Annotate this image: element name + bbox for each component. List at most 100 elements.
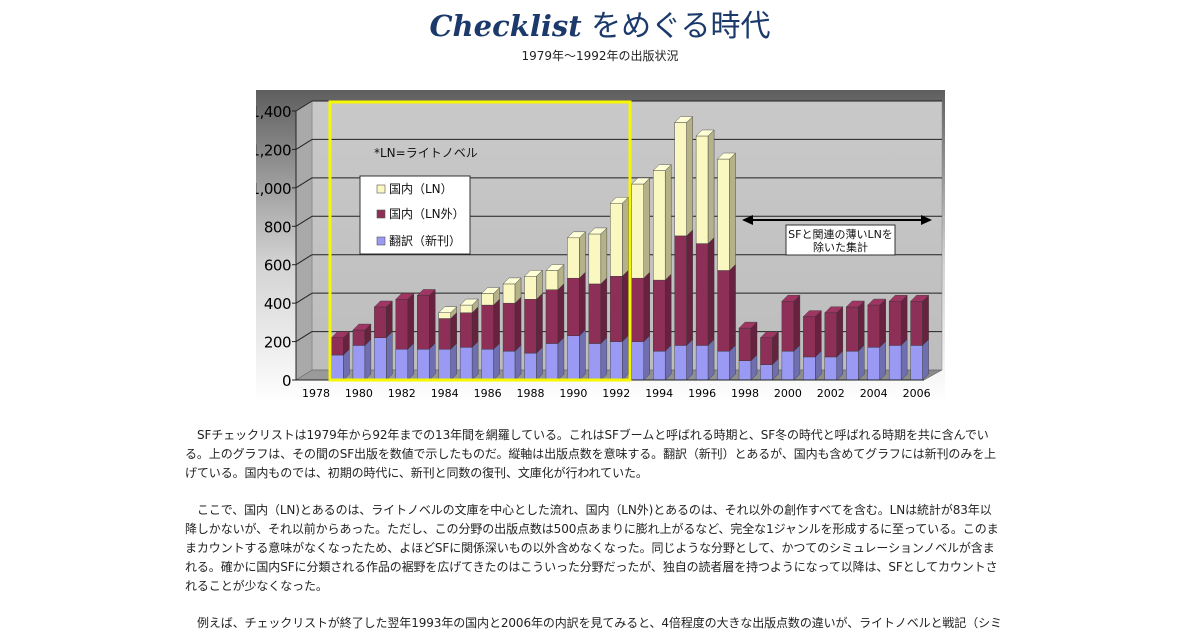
x-tick-label: 1982 bbox=[388, 387, 416, 400]
bar-segment bbox=[588, 227, 608, 285]
bar-segment bbox=[631, 271, 650, 343]
bar-front bbox=[610, 203, 623, 277]
bar-segment bbox=[417, 342, 436, 381]
bar-segment bbox=[695, 237, 715, 346]
bar-front bbox=[502, 302, 516, 352]
bar-front bbox=[653, 279, 666, 352]
bar-segment bbox=[588, 337, 608, 381]
paragraph-3: 例えば、チェックリストが終了した翌年1993年の国内と2006年の内訳を見てみる… bbox=[185, 614, 1073, 633]
legend-label-ln: 国内（LN） bbox=[389, 182, 453, 196]
bar-side bbox=[557, 283, 565, 344]
range-arrow-right-head bbox=[921, 215, 932, 225]
bar-side bbox=[429, 288, 436, 350]
paragraph-line: SFチェックリストは1979年から92年までの13年間を網羅している。これはSF… bbox=[197, 428, 989, 442]
bar-front bbox=[417, 295, 430, 350]
x-tick-label: 2006 bbox=[903, 387, 931, 400]
bar-side bbox=[707, 237, 715, 346]
bar-segment bbox=[374, 300, 393, 339]
bar-top bbox=[867, 298, 887, 306]
bar-front bbox=[374, 337, 387, 381]
bar-side bbox=[600, 277, 608, 344]
plot-side-wall bbox=[295, 100, 313, 381]
gridline-side bbox=[295, 292, 313, 304]
bar-segment bbox=[481, 342, 500, 381]
bar-segment bbox=[567, 329, 586, 381]
bar-segment bbox=[674, 116, 693, 237]
bar-front bbox=[524, 352, 537, 381]
bar-front bbox=[674, 345, 687, 381]
bar-front bbox=[631, 341, 644, 381]
bar-side bbox=[471, 306, 479, 348]
legend-label-ln-outside: 国内（LN外） bbox=[389, 207, 465, 221]
bar-front bbox=[438, 349, 451, 381]
x-tick-label: 1990 bbox=[559, 387, 587, 400]
bar-segment bbox=[502, 296, 522, 352]
legend-swatch-ln bbox=[376, 184, 386, 194]
bar-side bbox=[622, 196, 629, 277]
bar-side bbox=[879, 298, 886, 348]
bar-front bbox=[481, 349, 494, 381]
bar-top bbox=[416, 289, 436, 296]
bar-front bbox=[674, 122, 687, 237]
bar-front bbox=[567, 277, 580, 337]
bar-top bbox=[459, 298, 479, 306]
bar-side bbox=[686, 229, 693, 346]
bar-top bbox=[631, 177, 651, 185]
bar-front bbox=[374, 306, 387, 338]
bar-front bbox=[888, 301, 902, 346]
bar-top bbox=[652, 164, 672, 171]
bar-segment bbox=[395, 292, 415, 350]
bar-segment bbox=[738, 354, 758, 381]
bar-segment bbox=[781, 344, 801, 381]
bar-front bbox=[524, 299, 537, 354]
gridline-side bbox=[295, 215, 313, 227]
y-tick-label: 800 bbox=[264, 218, 291, 236]
bar-segment bbox=[717, 344, 736, 381]
bar-side bbox=[429, 342, 436, 381]
bar-front bbox=[695, 135, 709, 244]
y-tick-label: 600 bbox=[264, 257, 291, 275]
bar-front bbox=[481, 293, 494, 306]
range-label: SFと関連の薄いLNを 除いた集計 bbox=[785, 224, 896, 256]
bar-side bbox=[836, 306, 843, 358]
bar-front bbox=[717, 270, 730, 352]
bar-side bbox=[707, 338, 715, 381]
page-title-latin: Checklist bbox=[429, 9, 582, 43]
bar-front bbox=[438, 312, 451, 319]
x-tick-label: 1998 bbox=[731, 387, 759, 400]
bar-top bbox=[802, 310, 822, 317]
bar-segment bbox=[781, 294, 801, 352]
bar-segment bbox=[803, 350, 822, 381]
bar-top bbox=[674, 116, 694, 123]
bar-segment bbox=[867, 298, 886, 348]
bar-top bbox=[695, 129, 715, 137]
gridline-side bbox=[295, 177, 313, 189]
bar-side bbox=[665, 273, 672, 352]
bar-front bbox=[395, 299, 409, 350]
y-tick-label: 1,400 bbox=[256, 103, 291, 121]
y-tick-label: 0 bbox=[282, 372, 291, 390]
bar-front bbox=[331, 337, 344, 356]
bar-side bbox=[665, 164, 672, 281]
bar-side bbox=[750, 321, 758, 362]
bar-front bbox=[781, 301, 795, 352]
bar-front bbox=[567, 335, 580, 381]
bar-top bbox=[566, 231, 586, 239]
bar-front bbox=[910, 345, 923, 381]
bar-side bbox=[793, 294, 801, 352]
bar-segment bbox=[631, 335, 650, 381]
bar-front bbox=[910, 301, 923, 346]
x-tick-label: 1978 bbox=[302, 387, 330, 400]
bar-front bbox=[331, 354, 344, 381]
bar-front bbox=[459, 304, 473, 313]
bar-segment bbox=[695, 338, 715, 381]
paragraph-line: ここで、国内（LN)とあるのは、ライトノベルの文庫を中心とした流れ、国内（LN外… bbox=[197, 503, 992, 517]
bar-segment bbox=[481, 298, 500, 350]
bar-front bbox=[717, 158, 730, 271]
gridline-side bbox=[295, 139, 313, 150]
bar-segment bbox=[824, 306, 843, 358]
range-label-line2: 除いた集計 bbox=[813, 240, 868, 254]
ln-note: *LN=ライトノベル bbox=[374, 146, 478, 160]
y-tick-label: 1,000 bbox=[256, 180, 291, 198]
bar-side bbox=[900, 338, 908, 381]
